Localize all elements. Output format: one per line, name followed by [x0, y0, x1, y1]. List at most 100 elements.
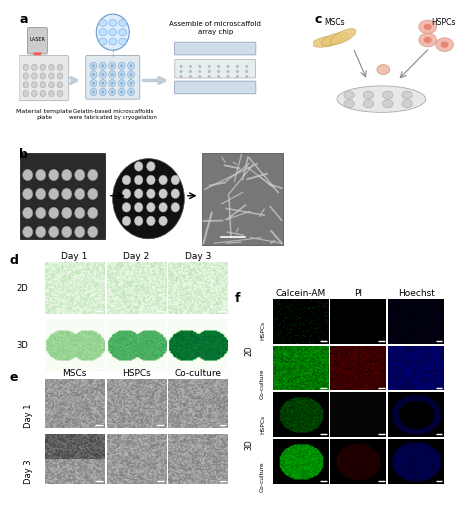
Circle shape [120, 73, 123, 76]
Circle shape [40, 64, 46, 71]
Circle shape [135, 161, 143, 171]
Circle shape [57, 90, 63, 97]
Text: Day 3: Day 3 [24, 459, 33, 484]
Circle shape [199, 75, 201, 78]
Circle shape [199, 65, 201, 68]
Circle shape [90, 71, 97, 78]
Circle shape [120, 64, 123, 67]
Circle shape [101, 81, 104, 85]
Circle shape [36, 188, 46, 200]
Circle shape [88, 207, 98, 218]
Circle shape [40, 73, 46, 79]
Circle shape [227, 75, 229, 78]
Ellipse shape [337, 86, 426, 113]
Polygon shape [33, 52, 42, 68]
Circle shape [146, 189, 155, 198]
Circle shape [62, 188, 72, 200]
Circle shape [100, 88, 106, 95]
Text: HSPCs: HSPCs [432, 18, 456, 27]
Circle shape [36, 207, 46, 218]
Title: Day 3: Day 3 [185, 252, 211, 262]
Circle shape [36, 226, 46, 238]
Circle shape [90, 88, 97, 95]
Circle shape [122, 189, 131, 198]
Circle shape [49, 169, 59, 181]
Ellipse shape [109, 29, 117, 36]
Ellipse shape [330, 29, 356, 45]
Text: LASER: LASER [29, 37, 46, 43]
Circle shape [217, 65, 220, 68]
Circle shape [122, 175, 131, 185]
Ellipse shape [99, 38, 107, 45]
Circle shape [227, 65, 229, 68]
Title: HSPCs: HSPCs [122, 369, 151, 378]
Circle shape [75, 188, 85, 200]
Circle shape [180, 70, 182, 73]
Text: MSCs: MSCs [325, 18, 346, 27]
Circle shape [146, 175, 155, 185]
Circle shape [208, 75, 210, 78]
Text: Gelatin-based microscaffolds
were fabricated by cryogelation: Gelatin-based microscaffolds were fabric… [69, 110, 157, 120]
Circle shape [49, 226, 59, 238]
Circle shape [31, 73, 37, 79]
Circle shape [23, 73, 28, 79]
Circle shape [118, 62, 125, 70]
Circle shape [246, 65, 248, 68]
Circle shape [111, 73, 114, 76]
Circle shape [236, 65, 239, 68]
Circle shape [440, 42, 448, 48]
Circle shape [180, 65, 182, 68]
Ellipse shape [109, 19, 117, 26]
Circle shape [135, 216, 143, 226]
Circle shape [159, 189, 167, 198]
Circle shape [101, 90, 104, 93]
Ellipse shape [119, 38, 127, 45]
Circle shape [363, 91, 374, 99]
Circle shape [23, 169, 33, 181]
Text: d: d [9, 254, 18, 267]
Circle shape [111, 90, 114, 93]
Circle shape [96, 14, 129, 50]
Circle shape [383, 91, 393, 99]
Circle shape [75, 207, 85, 218]
Circle shape [48, 90, 54, 97]
Circle shape [90, 62, 97, 70]
Circle shape [48, 73, 54, 79]
Circle shape [129, 64, 132, 67]
Circle shape [129, 73, 132, 76]
Text: a: a [19, 13, 28, 26]
Circle shape [31, 64, 37, 71]
Circle shape [88, 169, 98, 181]
Circle shape [31, 81, 37, 88]
Circle shape [436, 38, 454, 51]
Circle shape [217, 75, 220, 78]
Circle shape [419, 33, 437, 47]
Text: 2D: 2D [17, 283, 28, 293]
Circle shape [208, 70, 210, 73]
Circle shape [48, 64, 54, 71]
Circle shape [424, 37, 432, 43]
Bar [202, 153, 283, 244]
Circle shape [92, 81, 95, 85]
Circle shape [246, 70, 248, 73]
Text: c: c [315, 13, 322, 26]
Text: 3D: 3D [17, 340, 28, 350]
Circle shape [135, 175, 143, 185]
FancyBboxPatch shape [27, 28, 47, 54]
Circle shape [122, 202, 131, 212]
Circle shape [189, 70, 192, 73]
Text: Assemble of microscaffold: Assemble of microscaffold [169, 21, 261, 28]
Text: HSPCs: HSPCs [260, 321, 265, 340]
Circle shape [23, 207, 33, 218]
Circle shape [23, 188, 33, 200]
Circle shape [236, 70, 239, 73]
Circle shape [92, 73, 95, 76]
Circle shape [100, 71, 106, 78]
Text: 2D: 2D [245, 346, 254, 357]
Circle shape [246, 75, 248, 78]
Circle shape [129, 81, 132, 85]
Circle shape [159, 202, 167, 212]
Bar [20, 153, 105, 239]
Circle shape [48, 81, 54, 88]
Ellipse shape [99, 29, 107, 36]
